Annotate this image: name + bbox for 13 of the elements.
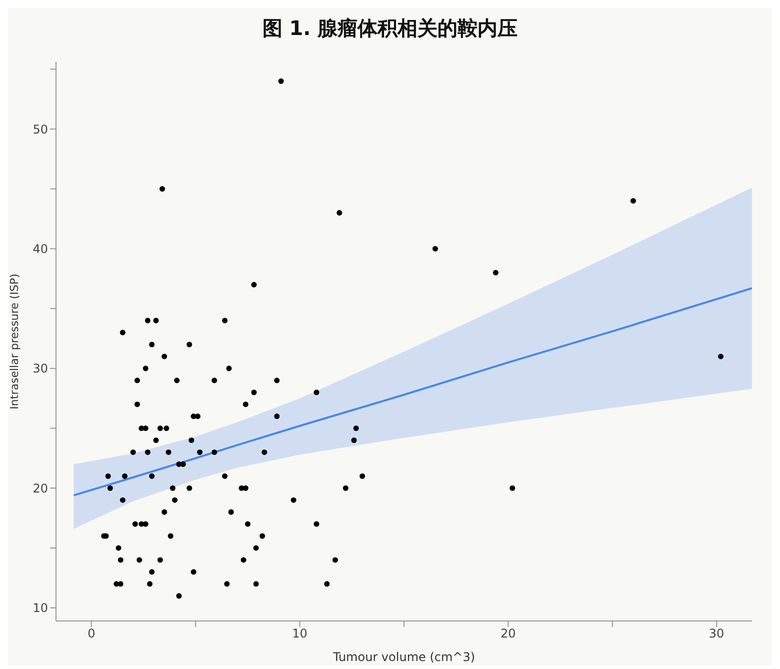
y-tick-label: 40 [32, 242, 48, 256]
y-tick-label: 10 [32, 601, 48, 616]
x-tick-label: 0 [88, 626, 96, 641]
x-tick-label: 20 [500, 626, 516, 641]
y-axis-title: Intrasellar pressure (ISP) [8, 274, 21, 410]
y-tick-label: 50 [32, 122, 48, 136]
y-tick-label: 20 [32, 481, 48, 496]
y-tick-label: 30 [32, 362, 48, 376]
line-series [72, 287, 752, 496]
x-tick-label: 10 [292, 626, 308, 641]
x-axis-title: Tumour volume (cm^3) [332, 650, 476, 664]
x-tick-label: 30 [708, 626, 724, 641]
chart-title: 图 1. 腺瘤体积相关的鞍内压 [261, 15, 519, 42]
